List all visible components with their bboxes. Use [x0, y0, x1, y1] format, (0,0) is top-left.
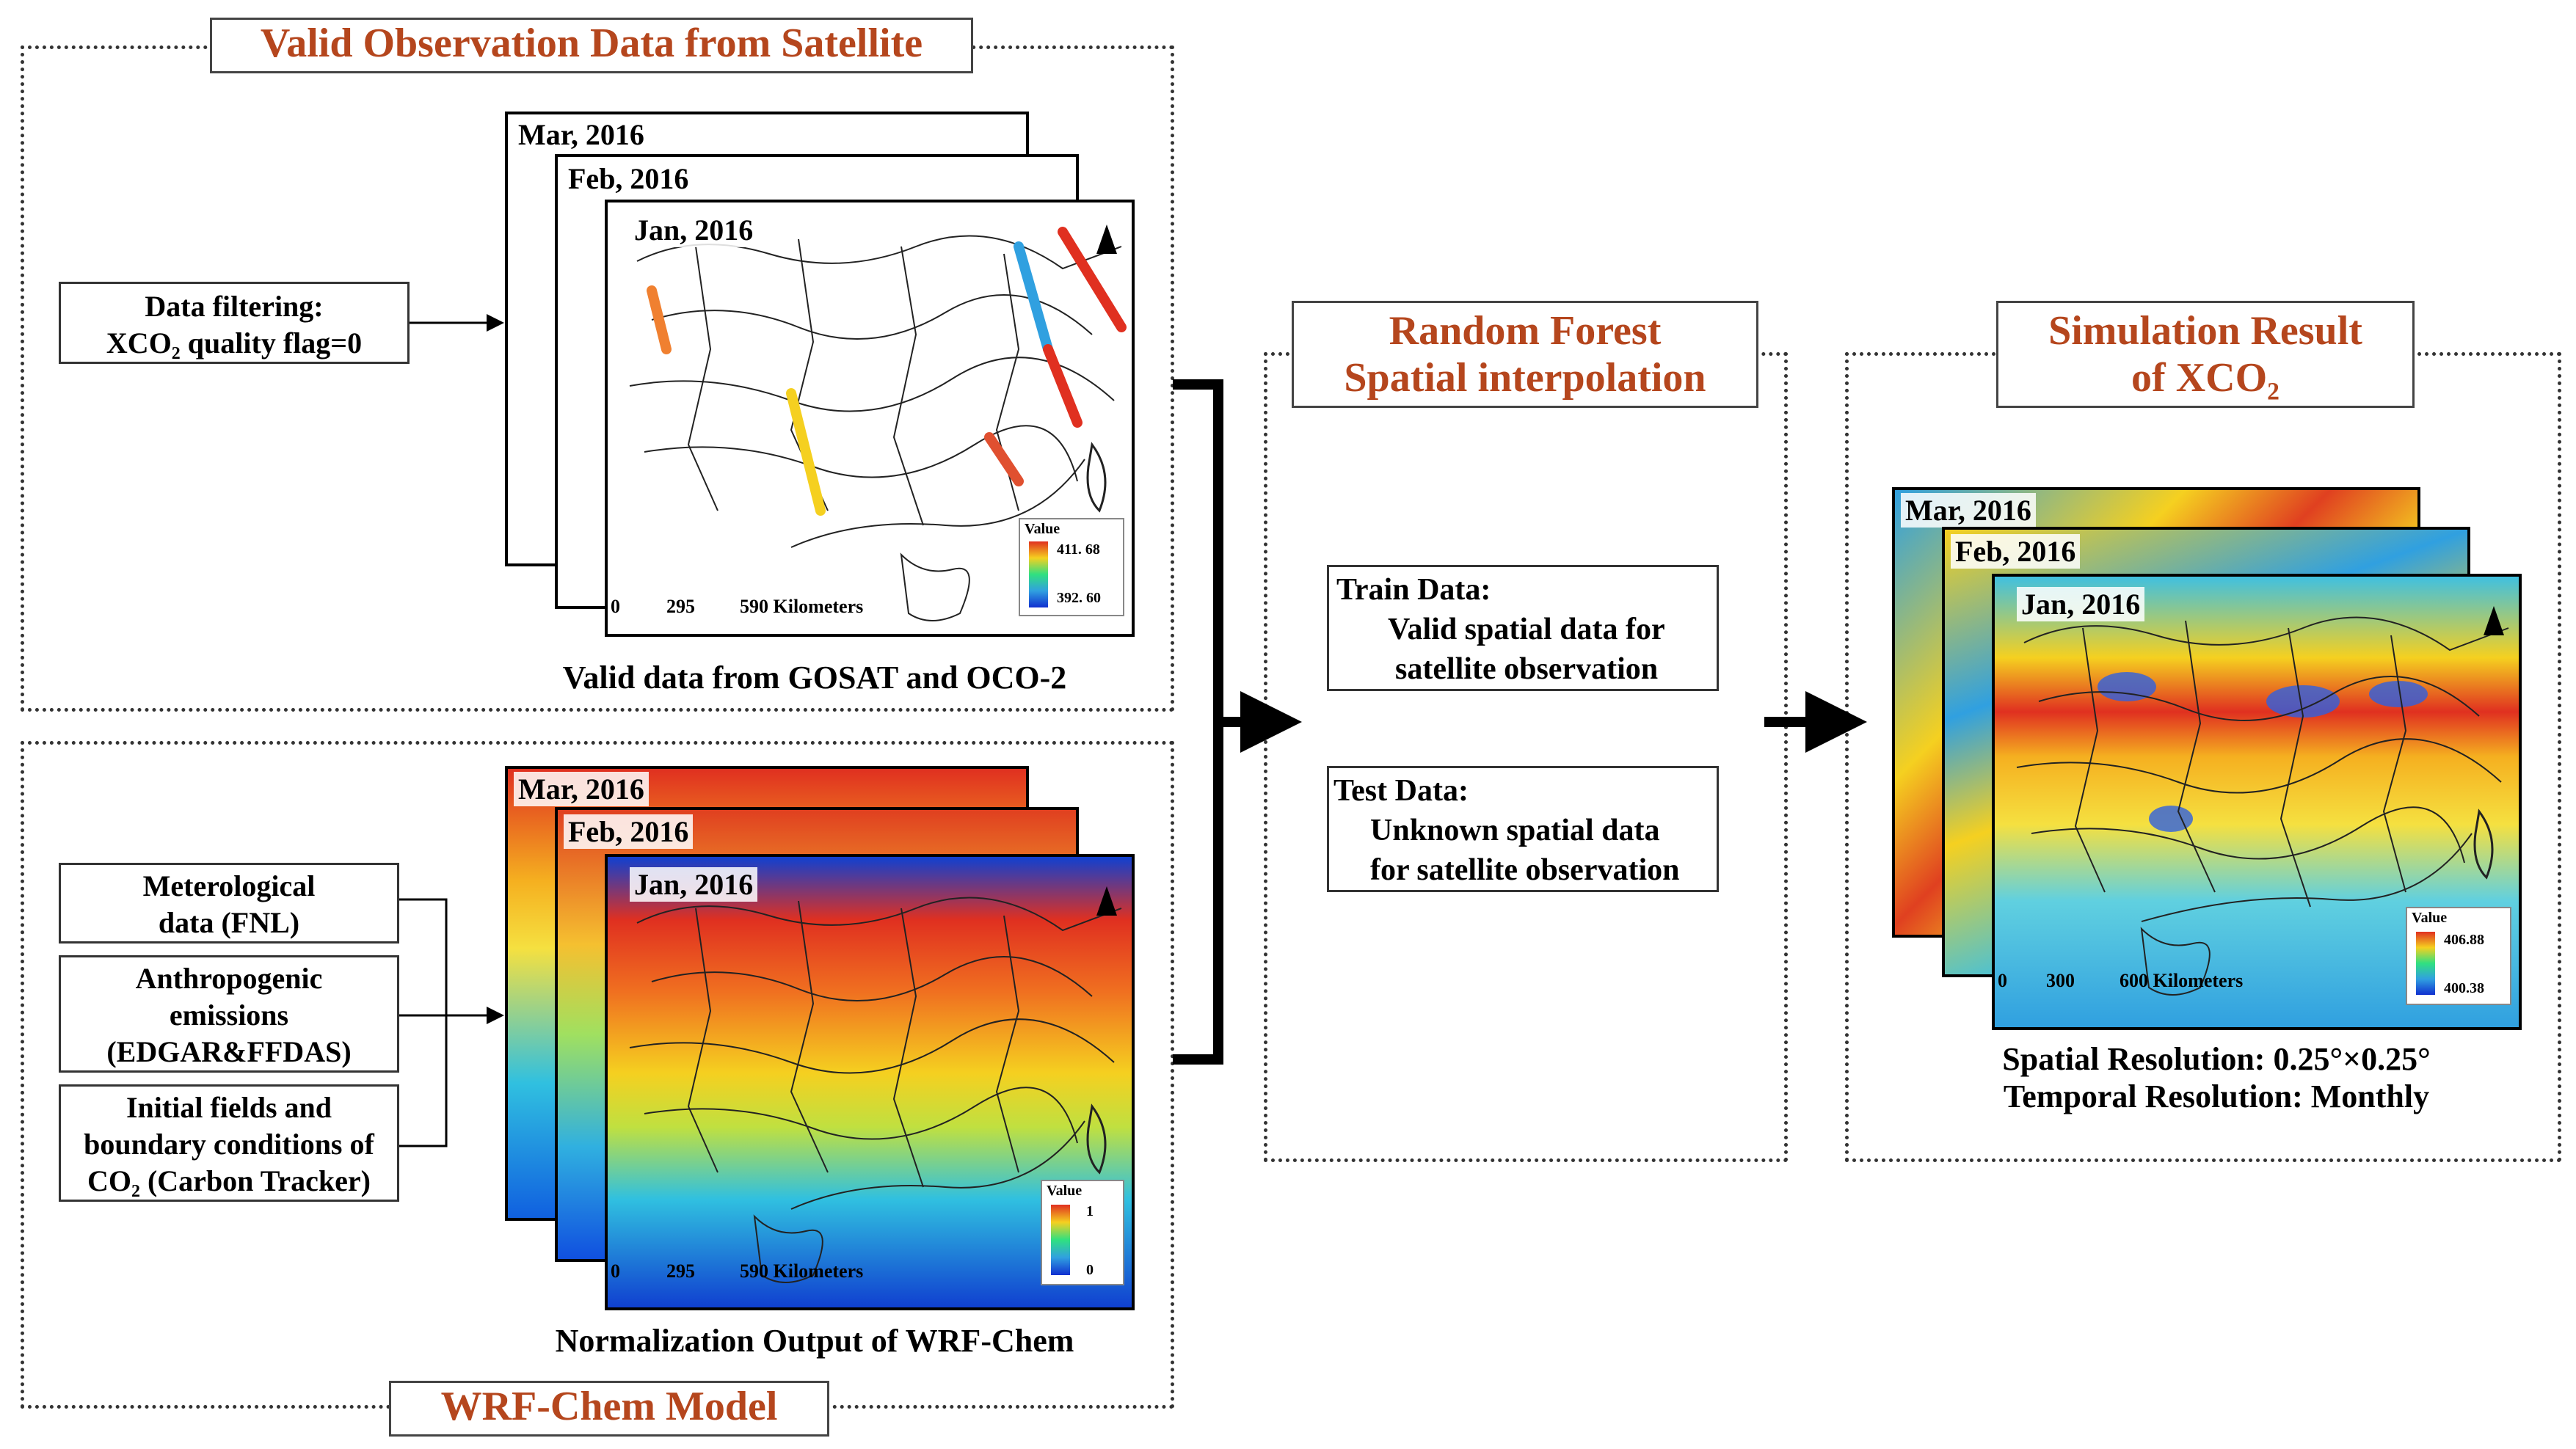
result-legend-ramp — [2416, 932, 2435, 995]
wrf-section-title: WRF-Chem Model — [389, 1381, 829, 1437]
data-filter-line2: XCO₂ quality flag=0 — [106, 326, 363, 359]
result-legend-min: 400.38 — [2444, 980, 2484, 996]
wrf-map-jan-label: Jan, 2016 — [630, 867, 758, 902]
wrf-input-carbontracker: Initial fields and boundary conditions o… — [59, 1084, 399, 1202]
wrf-input-fnl-line2: data (FNL) — [158, 906, 300, 939]
random-forest-section — [1264, 352, 1788, 1162]
result-caption: Spatial Resolution: 0.25°×0.25° Temporal… — [1879, 1040, 2554, 1115]
train-data-line2: satellite observation — [1395, 652, 1659, 686]
wrf-legend-min: 0 — [1086, 1262, 1094, 1278]
test-data-box: Test Data: Unknown spatial data for sate… — [1327, 766, 1719, 892]
random-forest-title-line2: Spatial interpolation — [1344, 355, 1706, 401]
satellite-scale-c: 590 Kilometers — [740, 596, 864, 617]
random-forest-title: Random Forest Spatial interpolation — [1292, 301, 1758, 408]
result-map-feb-label: Feb, 2016 — [1951, 534, 2081, 569]
satellite-map-jan-graphic — [629, 225, 1127, 621]
wrf-input-fnl: Meterological data (FNL) — [59, 863, 399, 944]
wrf-map-jan-graphic — [629, 886, 1122, 1283]
wrf-map-mar-label: Mar, 2016 — [514, 772, 649, 806]
wrf-legend-title: Value — [1047, 1183, 1083, 1199]
wrf-input-emissions-line1: Anthropogenic — [135, 962, 323, 995]
result-title: Simulation Result of XCO₂ — [1996, 301, 2415, 408]
result-scale-a: 0 — [1998, 970, 2007, 991]
satellite-map-mar-label: Mar, 2016 — [514, 117, 649, 152]
wrf-scale-b: 295 — [666, 1260, 695, 1282]
result-legend: Value 406.88 400.38 — [2406, 907, 2511, 1005]
wrf-scale-a: 0 — [611, 1260, 620, 1282]
wrf-input-emissions-line2: emissions — [169, 999, 289, 1032]
data-filter-line1: Data filtering: — [145, 290, 324, 323]
satellite-legend-min: 392. 60 — [1057, 590, 1101, 606]
train-data-title: Train Data: — [1336, 573, 1491, 607]
satellite-map-feb-label: Feb, 2016 — [564, 161, 694, 196]
test-data-title: Test Data: — [1334, 774, 1469, 808]
wrf-caption: Normalization Output of WRF-Chem — [555, 1323, 1074, 1359]
result-map-mar-label: Mar, 2016 — [1901, 493, 2036, 528]
test-data-line2: for satellite observation — [1370, 853, 1680, 887]
train-data-line1: Valid spatial data for — [1388, 613, 1665, 646]
wrf-input-emissions-line3: (EDGAR&FFDAS) — [106, 1035, 352, 1068]
wrf-legend-max: 1 — [1086, 1203, 1094, 1219]
wrf-input-carbontracker-line3: CO₂ (Carbon Tracker) — [87, 1164, 371, 1197]
wrf-map-jan: Jan, 2016 Value 1 0 0 295 590 Kilometers — [605, 854, 1135, 1310]
satellite-scale-b: 295 — [666, 596, 695, 617]
satellite-scale-a: 0 — [611, 596, 620, 617]
result-map-jan-graphic — [2016, 606, 2509, 996]
wrf-legend-ramp — [1051, 1205, 1070, 1275]
wrf-input-carbontracker-line1: Initial fields and — [125, 1091, 332, 1124]
wrf-map-feb-label: Feb, 2016 — [564, 814, 694, 849]
result-legend-max: 406.88 — [2444, 932, 2484, 948]
satellite-map-jan: Jan, 2016 Value 411. 68 392. 60 0 295 59… — [605, 200, 1135, 637]
random-forest-title-line1: Random Forest — [1389, 308, 1662, 354]
satellite-map-jan-label: Jan, 2016 — [630, 213, 758, 247]
train-data-box: Train Data: Valid spatial data for satel… — [1327, 565, 1719, 691]
result-scale-c: 600 Kilometers — [2120, 970, 2244, 991]
result-map-jan: Jan, 2016 Value 406.88 400.38 0 300 600 … — [1992, 574, 2522, 1030]
result-title-line2: of XCO₂ — [2131, 355, 2280, 401]
merge-bracket — [1173, 379, 1223, 1065]
data-filter-box: Data filtering: XCO₂ quality flag=0 — [59, 282, 410, 364]
wrf-input-emissions: Anthropogenic emissions (EDGAR&FFDAS) — [59, 955, 399, 1073]
test-data-line1: Unknown spatial data — [1370, 814, 1660, 847]
satellite-section-title: Valid Observation Data from Satellite — [210, 18, 973, 73]
wrf-legend: Value 1 0 — [1041, 1180, 1124, 1285]
satellite-legend-max: 411. 68 — [1057, 541, 1100, 558]
wrf-scale-c: 590 Kilometers — [740, 1260, 864, 1282]
result-map-jan-label: Jan, 2016 — [2017, 587, 2145, 621]
result-legend-title: Value — [2412, 910, 2448, 926]
result-scale-b: 300 — [2046, 970, 2075, 991]
wrf-input-fnl-line1: Meterological — [142, 869, 316, 902]
result-caption-line1: Spatial Resolution: 0.25°×0.25° — [2002, 1041, 2431, 1077]
wrf-input-carbontracker-line2: boundary conditions of — [84, 1128, 374, 1161]
result-caption-line2: Temporal Resolution: Monthly — [2003, 1078, 2430, 1114]
satellite-legend-title: Value — [1025, 521, 1060, 537]
satellite-legend-ramp — [1029, 541, 1048, 607]
satellite-legend: Value 411. 68 392. 60 — [1019, 518, 1124, 616]
result-title-line1: Simulation Result — [2048, 308, 2362, 354]
satellite-caption: Valid data from GOSAT and OCO-2 — [562, 660, 1067, 696]
